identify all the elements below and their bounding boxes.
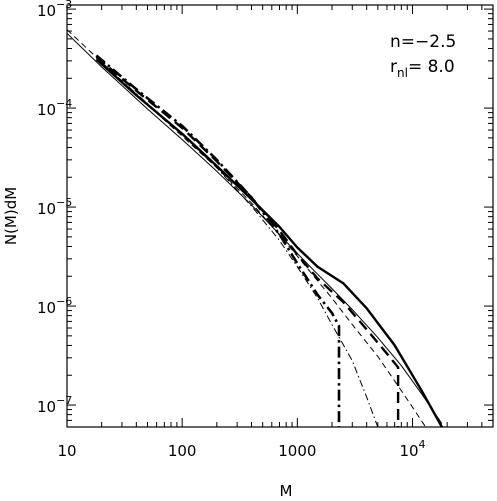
series-line-thin-dash-dot [96,57,379,427]
annotation-radius-symbol: r [390,57,397,77]
y-tick-base: 10 [37,2,56,20]
x-tick-label: 104 [399,438,425,460]
annotation-radius-subscript: nl [397,66,408,80]
x-axis-label: M [280,482,293,500]
y-tick-label: 10−3 [37,0,72,20]
y-tick-label: 10−7 [37,394,72,416]
y-tick-exponent: −7 [56,394,72,407]
y-tick-base: 10 [37,200,56,218]
parameter-annotation: n=−2.5 rnl= 8.0 [390,32,456,80]
series-line-thick-dashed [95,55,400,427]
y-tick-base: 10 [37,299,56,317]
annotation-radius: rnl= 8.0 [390,57,455,80]
y-tick-base: 10 [37,101,56,119]
annotation-slope: n=−2.5 [390,32,456,52]
x-tick-label: 100 [168,442,197,460]
series-layer [67,29,443,427]
series-line-thick-dash-dot [95,54,341,427]
plot-frame [66,4,494,428]
series-line-thin-solid [67,32,443,424]
x-tick-label: 1000 [278,442,316,460]
y-tick-exponent: −4 [56,97,72,110]
x-tick-exponent: 4 [419,438,426,451]
y-tick-exponent: −6 [56,295,72,308]
annotation-radius-value: = 8.0 [408,57,455,77]
series-line-thick-solid [95,58,443,427]
y-tick-label: 10−5 [37,196,72,218]
y-tick-label: 10−6 [37,295,72,317]
series-line-thin-dashed [67,29,427,427]
axis-ticks [66,5,494,428]
y-tick-base: 10 [37,398,56,416]
x-tick-label: 10 [57,442,76,460]
y-axis-label: N(M)dM [2,187,20,245]
y-tick-exponent: −5 [56,196,72,209]
y-tick-exponent: −3 [56,0,72,11]
x-tick-base: 10 [399,442,418,460]
y-tick-label: 10−4 [37,97,72,119]
